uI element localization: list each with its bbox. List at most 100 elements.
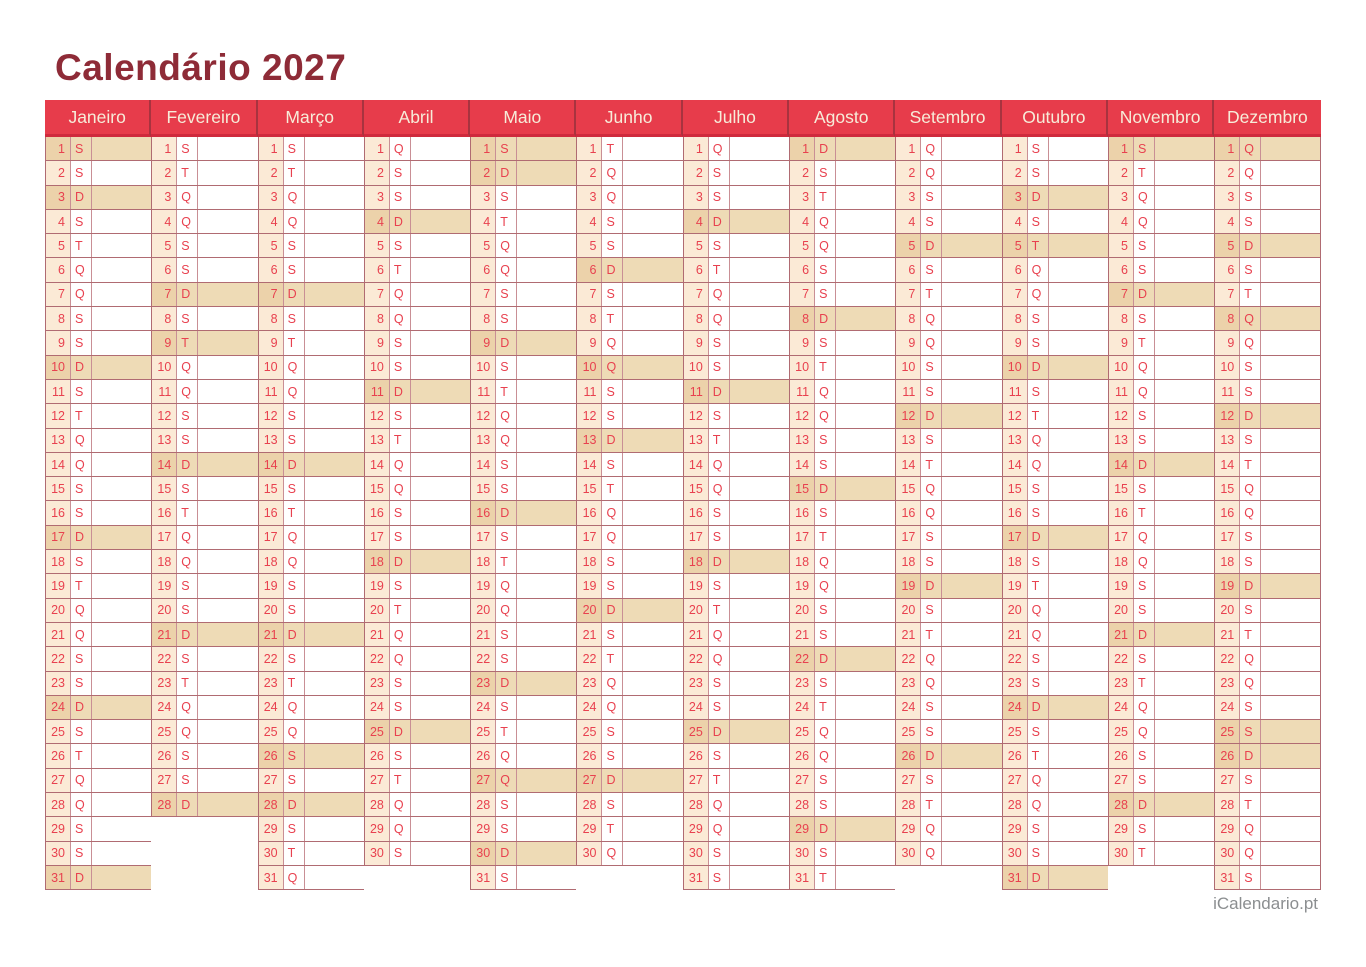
weekday-letter: T <box>709 768 730 793</box>
month-header: Outubro <box>1001 100 1108 137</box>
weekday-letter: Q <box>921 137 943 161</box>
day-number-cell: 24 <box>258 695 284 720</box>
note-cell <box>1261 696 1319 719</box>
day-row: 12 S <box>151 404 258 429</box>
day-row: 16 S <box>363 501 471 526</box>
day-number-cell: 24 <box>1215 695 1241 720</box>
weekday-letter: Q <box>496 428 518 452</box>
day-number-cell: 30 <box>1108 841 1134 865</box>
day-row: 27 D <box>576 768 683 794</box>
weekday-letter: S <box>815 258 837 282</box>
weekday-letter: S <box>1240 525 1262 550</box>
note-cell <box>836 404 895 427</box>
weekday-letter: T <box>921 282 943 307</box>
day-number-cell: 24 <box>364 695 390 720</box>
note-cell <box>730 429 789 452</box>
weekday-letter: D <box>1240 234 1262 258</box>
day-row: 14 T <box>895 452 1002 478</box>
day-number-cell: 17 <box>152 525 178 550</box>
day-row: 18 D <box>682 550 790 575</box>
note-cell <box>1155 720 1214 743</box>
day-number-cell: 5 <box>471 234 497 258</box>
note-cell <box>836 744 895 767</box>
day-row: 17 Q <box>1107 525 1215 551</box>
day-row: 19 S <box>576 574 683 599</box>
note-cell <box>942 550 1001 573</box>
weekday-letter: D <box>1134 793 1155 817</box>
day-row: 12 S <box>257 404 364 429</box>
weekday-letter: S <box>496 695 518 720</box>
month-body: 1 S 2 S 3 D 4 S 5 T 6 Q 7 Q 8 S 9 S 10 D 11 S 12 T 13 Q 14 Q 15 S 16 S 1… <box>1001 137 1108 891</box>
note-cell <box>730 696 789 719</box>
day-row: 22 Q <box>1214 647 1321 672</box>
note-cell <box>1261 186 1319 209</box>
day-number-cell: 24 <box>46 695 71 720</box>
note-cell <box>517 672 576 695</box>
weekday-letter: Q <box>1028 598 1049 622</box>
weekday-letter: Q <box>921 477 943 501</box>
note-cell <box>730 526 789 549</box>
note-cell <box>305 866 364 889</box>
day-row: 30 S <box>45 841 152 866</box>
note-cell <box>1155 186 1214 209</box>
note-cell <box>623 161 682 184</box>
day-row: 30 D <box>470 841 577 866</box>
month-column-3: Março 1 S 2 T 3 Q 4 Q 5 S 6 S 7 D 8 S 9 T 10 Q 11 Q 12 S 13 S 14 D 1… <box>257 100 364 891</box>
day-row: 14 S <box>576 452 683 478</box>
weekday-letter: Q <box>496 744 518 768</box>
day-number-cell: 13 <box>364 428 390 452</box>
day-row: 18 D <box>363 550 471 575</box>
weekday-letter: D <box>921 404 943 428</box>
day-number-cell: 4 <box>790 209 816 234</box>
weekday-letter: Q <box>71 768 92 793</box>
note-cell <box>730 356 789 379</box>
weekday-letter: T <box>177 501 199 525</box>
note-cell <box>305 550 364 573</box>
weekday-letter: Q <box>921 817 943 841</box>
weekday-letter: S <box>390 185 411 209</box>
note-cell <box>198 234 257 257</box>
weekday-letter: D <box>1028 525 1049 550</box>
day-row: 28 T <box>1214 793 1321 818</box>
note-cell <box>1155 744 1214 767</box>
note-cell <box>730 307 789 330</box>
day-row: 21 T <box>895 622 1002 648</box>
note-cell <box>942 453 1001 476</box>
note-cell <box>623 501 682 524</box>
weekday-letter: Q <box>71 258 92 282</box>
day-number-cell: 11 <box>577 379 603 404</box>
day-number-cell: 13 <box>790 428 816 452</box>
day-number-cell: 19 <box>790 574 816 598</box>
weekday-letter: S <box>496 185 518 209</box>
weekday-letter: S <box>1028 307 1049 331</box>
day-number-cell: 14 <box>790 452 816 477</box>
day-number-cell: 3 <box>790 185 816 209</box>
weekday-letter: T <box>602 817 624 841</box>
day-row: 24 S <box>682 695 790 721</box>
note-cell <box>1049 307 1108 330</box>
weekday-letter: S <box>815 428 837 452</box>
note-cell <box>623 574 682 597</box>
note-cell <box>942 161 1001 184</box>
day-number-cell: 6 <box>577 258 603 282</box>
month-header: Fevereiro <box>151 100 258 137</box>
weekday-letter: Q <box>177 355 199 379</box>
note-cell <box>1049 404 1108 427</box>
day-number-cell: 13 <box>258 428 284 452</box>
day-number-cell: 18 <box>46 550 71 574</box>
note-cell <box>517 186 576 209</box>
day-row: 29 Q <box>895 817 1002 842</box>
weekday-letter: Q <box>709 622 730 647</box>
weekday-letter: T <box>496 209 518 234</box>
weekday-letter: D <box>815 137 837 161</box>
note-cell <box>1261 744 1319 767</box>
day-number-cell: 29 <box>258 817 284 841</box>
note-cell <box>198 526 257 549</box>
day-row: 20 Q <box>45 598 152 623</box>
day-number-cell: 5 <box>258 234 284 258</box>
